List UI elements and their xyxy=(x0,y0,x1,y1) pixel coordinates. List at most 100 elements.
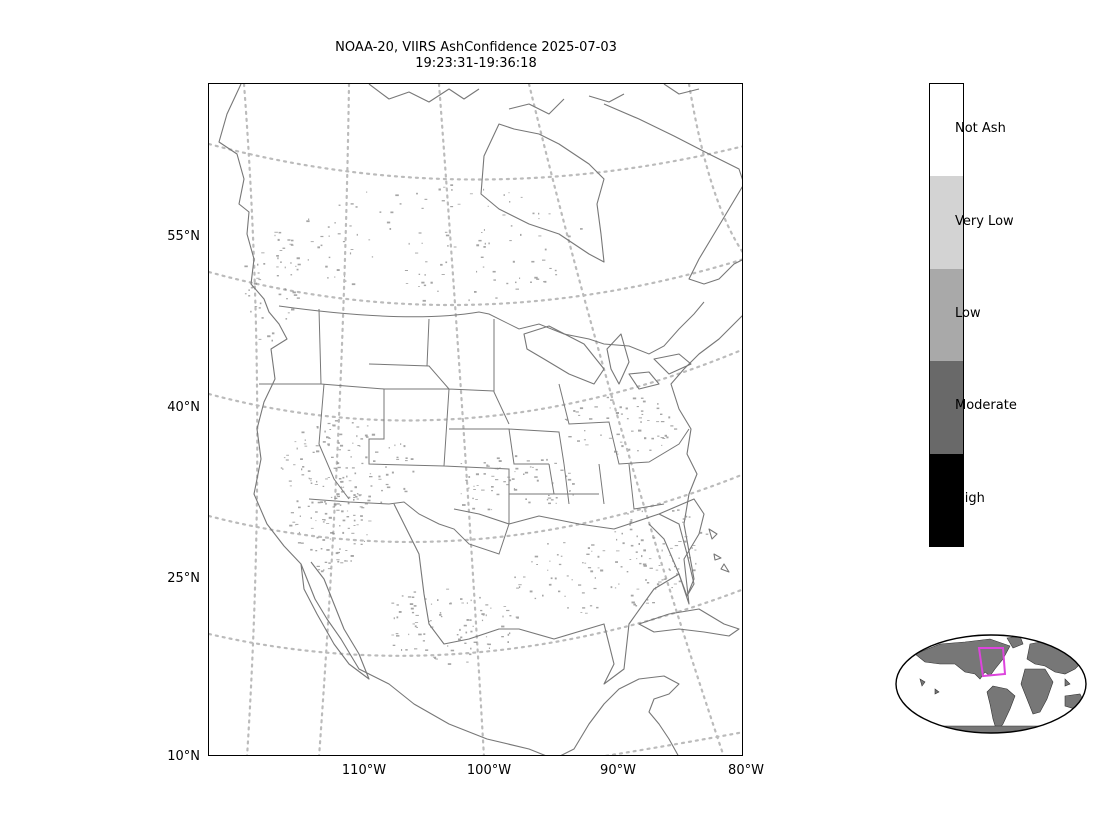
ash-speckle xyxy=(364,540,365,542)
ash-speckle xyxy=(332,506,335,508)
ash-speckle xyxy=(350,555,354,557)
ash-speckle xyxy=(371,433,376,436)
ash-speckle xyxy=(314,484,318,485)
ash-speckle xyxy=(626,418,629,420)
ash-speckle xyxy=(341,510,344,513)
ash-speckle xyxy=(481,489,485,491)
ash-speckle xyxy=(440,263,443,266)
ash-speckle xyxy=(274,231,278,233)
ash-speckle xyxy=(695,562,697,565)
ash-speckle xyxy=(610,399,614,401)
ash-speckle xyxy=(567,607,569,609)
ash-speckle xyxy=(300,542,304,544)
ash-speckle xyxy=(447,245,449,247)
ash-speckle xyxy=(320,244,323,247)
ash-speckle xyxy=(530,281,532,283)
ash-speckle xyxy=(555,497,558,499)
ash-speckle xyxy=(424,274,426,276)
ash-speckle xyxy=(629,524,632,526)
ash-speckle xyxy=(444,231,448,233)
ash-speckle xyxy=(334,222,336,224)
ash-speckle xyxy=(684,515,688,518)
ash-speckle xyxy=(520,196,523,198)
ash-speckle xyxy=(596,606,599,609)
ash-speckle xyxy=(548,494,550,496)
ash-speckle xyxy=(620,413,623,415)
ash-speckle xyxy=(421,207,424,209)
ash-speckle xyxy=(615,561,618,563)
ash-speckle xyxy=(514,576,516,579)
ash-speckle xyxy=(585,612,588,614)
ash-speckle xyxy=(614,450,616,453)
ash-speckle xyxy=(578,584,582,586)
ash-speckle xyxy=(481,613,485,615)
ash-speckle xyxy=(526,460,530,462)
ash-speckle xyxy=(322,539,326,541)
ash-speckle xyxy=(554,269,557,272)
ash-speckle xyxy=(649,449,652,451)
ash-speckle xyxy=(414,622,419,623)
lon-label-90w: 90°W xyxy=(600,763,636,778)
ash-speckle xyxy=(405,460,408,462)
ash-speckle xyxy=(513,488,518,491)
ash-speckle xyxy=(621,445,624,448)
ash-speckle xyxy=(351,283,356,286)
ash-speckle xyxy=(621,532,623,535)
ash-speckle xyxy=(368,520,372,522)
ash-speckle xyxy=(353,543,356,545)
ash-speckle xyxy=(365,436,369,438)
ash-speckle xyxy=(320,570,324,573)
ash-speckle xyxy=(347,527,350,529)
ash-speckle xyxy=(645,579,647,581)
ash-speckle xyxy=(287,239,291,241)
ash-speckle xyxy=(510,225,513,227)
ash-speckle xyxy=(261,317,264,319)
coastline-cuba xyxy=(638,608,740,637)
ash-speckle xyxy=(276,255,279,257)
ash-speckle xyxy=(336,509,340,511)
ash-speckle xyxy=(543,281,546,283)
main-map[interactable] xyxy=(208,83,743,756)
ash-speckle xyxy=(327,277,329,279)
inset-africa xyxy=(1020,668,1054,715)
graticule-lat-line xyxy=(209,348,742,422)
ash-speckle xyxy=(506,609,510,612)
ash-speckle xyxy=(597,567,600,569)
ash-speckle xyxy=(405,457,408,459)
ash-speckle xyxy=(490,607,492,609)
ash-speckle xyxy=(483,229,485,231)
ash-speckle xyxy=(502,615,504,618)
ash-speckle xyxy=(334,276,336,278)
ash-speckle xyxy=(507,633,510,636)
ash-speckle xyxy=(355,495,358,498)
ash-speckle xyxy=(295,524,297,526)
ash-speckle xyxy=(641,555,643,558)
ash-speckle xyxy=(534,555,539,558)
ash-speckle xyxy=(486,465,490,467)
ash-speckle xyxy=(548,502,551,505)
map-title: NOAA-20, VIIRS AshConfidence 2025-07-03 … xyxy=(300,40,652,72)
ash-speckle xyxy=(350,456,352,458)
map-canvas xyxy=(209,84,742,755)
ash-speckle xyxy=(333,503,337,506)
graticule-lon-line xyxy=(242,84,259,755)
ash-speckle xyxy=(470,647,472,650)
ash-speckle xyxy=(399,203,402,205)
ash-speckle xyxy=(446,588,450,590)
ash-speckle xyxy=(317,569,321,571)
ash-speckle xyxy=(412,470,415,473)
ash-speckle xyxy=(437,599,439,601)
ash-speckle xyxy=(380,501,383,504)
ash-speckle xyxy=(391,602,395,604)
ash-speckle xyxy=(391,634,395,636)
ash-speckle xyxy=(296,268,299,271)
ash-speckle xyxy=(400,443,402,445)
ash-speckle xyxy=(364,502,368,505)
ash-speckle xyxy=(660,413,663,415)
ash-speckle xyxy=(389,228,392,230)
ash-speckle xyxy=(404,270,408,271)
ash-speckle xyxy=(591,550,593,552)
ash-speckle xyxy=(532,466,534,468)
ash-speckle xyxy=(534,597,537,600)
ash-speckle xyxy=(546,458,548,461)
